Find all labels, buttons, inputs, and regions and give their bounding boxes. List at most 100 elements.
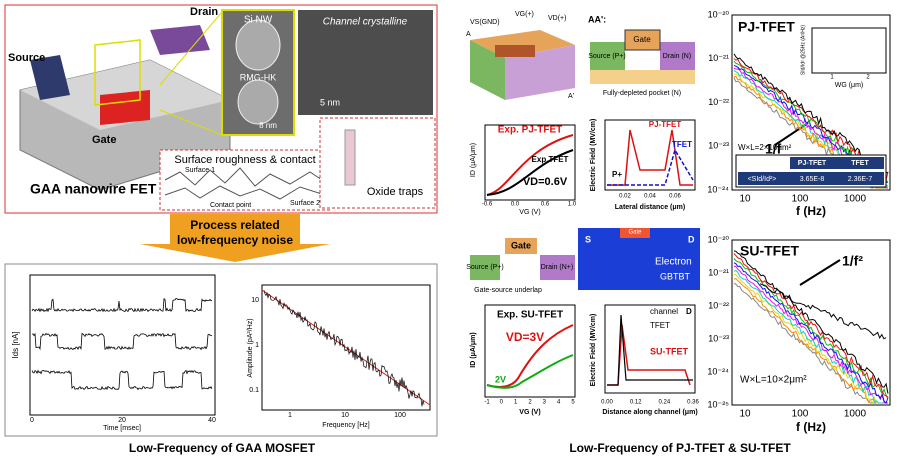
- label: 0.1: [249, 387, 259, 394]
- label: Exp.TFET: [532, 155, 569, 164]
- x-tick-label: 2: [528, 400, 532, 406]
- label: SId/Id² @25Hz (A²/Hz): [800, 25, 806, 75]
- source-region: [470, 255, 500, 280]
- label: 0: [30, 417, 34, 424]
- label: TFET: [851, 160, 869, 167]
- pocket: [590, 70, 695, 84]
- source-block: [30, 55, 70, 100]
- label: Low-Frequency of PJ-TFET & SU-TFET: [569, 441, 791, 455]
- drain-region: [660, 42, 695, 70]
- label: 0.6: [541, 202, 550, 208]
- label: PJ-TFET: [798, 160, 827, 167]
- label: SU-TFET: [650, 346, 688, 356]
- label: Fully-depleted pocket (N): [603, 90, 681, 97]
- label: Electric Field (MV/cm): [590, 314, 597, 387]
- rts-trace: [31, 298, 212, 313]
- x-tick-label: 4: [557, 400, 561, 406]
- iv-curve: [486, 149, 574, 196]
- label: Si NW: [244, 15, 273, 26]
- y-tick-label: 10⁻²¹: [708, 267, 729, 277]
- label: 40: [208, 417, 216, 424]
- y-tick-label: 10⁻²⁰: [708, 234, 730, 244]
- device-3d: [505, 45, 575, 100]
- pj-field-axes: [604, 119, 696, 191]
- label: Channel crystalline: [323, 17, 408, 28]
- x-tick-label: 100: [792, 409, 809, 420]
- iv-curve: [486, 354, 574, 389]
- gate-region: [505, 238, 537, 254]
- label: PJ-TFET: [738, 19, 795, 35]
- label: 1/f²: [842, 253, 863, 269]
- label: WG (μm): [835, 82, 864, 89]
- label: 1.0: [568, 202, 577, 208]
- label: VG(+): [515, 11, 534, 18]
- label: 1: [830, 75, 834, 81]
- traps-box: [319, 117, 436, 209]
- label: VG (V): [519, 209, 540, 216]
- label: Exp. PJ-TFET: [498, 125, 562, 136]
- nanowire: [235, 19, 281, 71]
- label: Source (P+): [588, 53, 626, 60]
- noise-curve: [733, 270, 888, 404]
- label: ID (μA/μm): [470, 332, 477, 367]
- gate-outline: [94, 39, 141, 106]
- label: Drain: [190, 6, 218, 18]
- label: VG (V): [519, 409, 540, 416]
- label: 2.36E-7: [848, 176, 873, 183]
- oxide-layer: [344, 129, 356, 186]
- label: VD=0.6V: [523, 176, 568, 188]
- label: 0.04: [644, 194, 656, 200]
- fit-line: [261, 289, 431, 406]
- label: Electric Field (MV/cm): [590, 119, 597, 192]
- x-tick-label: 0.36: [687, 400, 699, 406]
- label: Contact point: [210, 202, 251, 209]
- label: 1: [255, 342, 259, 349]
- label: Source (P+): [466, 264, 504, 271]
- gate-region: [624, 29, 661, 51]
- x-tick-label: 1: [514, 400, 518, 406]
- psd-trace: [263, 290, 425, 407]
- label: 2V: [495, 374, 506, 384]
- label: 10: [251, 297, 259, 304]
- iv-curve: [486, 134, 574, 196]
- noise-curve: [733, 262, 889, 404]
- label: Surface 1: [185, 167, 215, 174]
- arrow: [140, 214, 330, 262]
- rough-surface: [164, 167, 326, 187]
- y-tick-label: 10⁻²⁵: [708, 399, 730, 409]
- x-tick-label: 0: [500, 400, 504, 406]
- contour-hot: [620, 228, 650, 238]
- noise-curve: [733, 253, 889, 399]
- inset-axes: [811, 27, 887, 74]
- label: Gate: [633, 35, 651, 44]
- noise-curve: [733, 250, 889, 394]
- label: Source: [8, 52, 45, 64]
- label: P+: [612, 170, 622, 179]
- label: GBTBT: [660, 271, 691, 281]
- label: low-frequency noise: [177, 233, 293, 247]
- label: VD=3V: [506, 330, 544, 344]
- label: 1: [288, 412, 292, 419]
- label: 20: [118, 417, 126, 424]
- label: 1/f: [765, 141, 782, 157]
- y-tick-label: 10⁻²⁴: [707, 184, 729, 194]
- zoom-line: [159, 109, 223, 136]
- field-curve: [607, 129, 693, 186]
- label: D: [688, 234, 695, 244]
- label: D: [686, 307, 692, 316]
- label: PJ-TFET: [649, 120, 682, 129]
- zoom-line: [159, 11, 223, 86]
- noise-curve: [733, 282, 888, 404]
- y-tick-label: 10⁻²⁰: [708, 9, 730, 19]
- su-iv-axes: [484, 304, 576, 398]
- y-tick-label: 10⁻²⁴: [707, 366, 729, 376]
- roughness-box: [159, 149, 331, 211]
- x-tick-label: 3: [543, 400, 547, 406]
- label: S: [585, 234, 591, 244]
- label: Exp. SU-TFET: [497, 310, 563, 321]
- field-curve: [607, 148, 694, 186]
- label: AA':: [588, 14, 606, 24]
- label: W×L=2×10μm²: [738, 143, 792, 152]
- label: VD(+): [548, 15, 566, 22]
